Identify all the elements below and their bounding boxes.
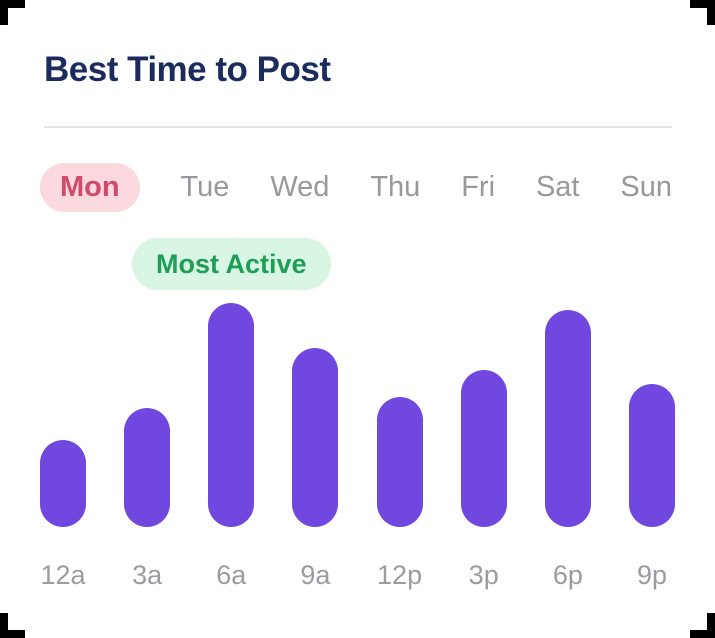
x-tick-12a: 12a (40, 560, 86, 590)
tab-sun[interactable]: Sun (620, 170, 672, 203)
tab-tue[interactable]: Tue (180, 170, 230, 203)
bar-6a (208, 303, 255, 527)
bar-6p (544, 310, 591, 527)
crop-mark-bottom-right-icon (690, 613, 715, 638)
x-tick-6p: 6p (552, 560, 583, 590)
x-tick-3a: 3a (132, 560, 163, 590)
bar-9p (628, 384, 675, 527)
most-active-badge: Most Active (132, 238, 331, 290)
tab-wed[interactable]: Wed (270, 170, 330, 203)
tab-sat[interactable]: Sat (535, 170, 580, 203)
bar-9a (292, 348, 339, 527)
tab-fri[interactable]: Fri (461, 170, 496, 203)
x-tick-6a: 6a (216, 560, 247, 590)
x-tick-9a: 9a (300, 560, 331, 590)
x-axis-labels: 12a 3a 6a 9a 12p 3p 6p 9p (40, 560, 675, 591)
crop-mark-top-right-icon (690, 0, 715, 25)
x-tick-9p: 9p (636, 560, 667, 590)
crop-mark-bottom-left-icon (0, 613, 25, 638)
crop-mark-top-left-icon (0, 0, 25, 25)
tab-mon[interactable]: Mon (40, 162, 140, 212)
bar-chart (40, 303, 675, 527)
bar-12a (40, 440, 86, 527)
page-title: Best Time to Post (44, 50, 331, 89)
x-tick-3p: 3p (468, 560, 499, 590)
bar-3a (124, 408, 171, 527)
bar-12p (376, 397, 423, 527)
divider (44, 126, 672, 128)
tab-thu[interactable]: Thu (370, 170, 421, 203)
bar-3p (460, 370, 507, 527)
day-tabs: Mon Tue Wed Thu Fri Sat Sun (40, 162, 672, 212)
x-tick-12p: 12p (377, 560, 423, 590)
